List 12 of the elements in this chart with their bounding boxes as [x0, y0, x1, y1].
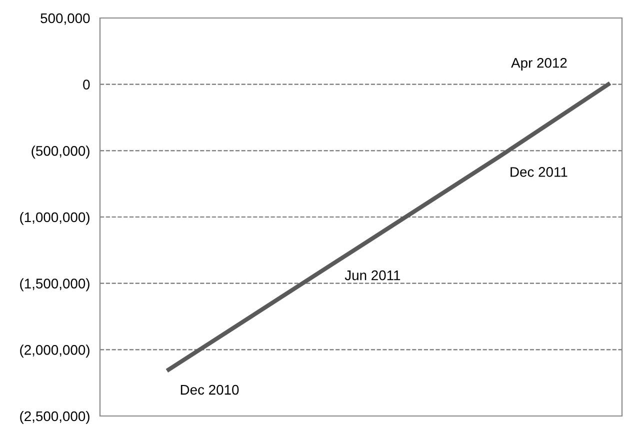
- annotation: Jun 2011: [344, 270, 400, 280]
- line-series: [166, 82, 610, 372]
- y-tick-label: (2,000,000): [20, 344, 90, 358]
- annotation: Dec 2010: [180, 384, 239, 395]
- y-tick-label: 0: [83, 80, 90, 90]
- annotation: Dec 2011: [510, 167, 568, 177]
- y-tick-label: 500,000: [40, 13, 90, 25]
- annotation: Apr 2012: [511, 58, 567, 71]
- y-tick-label: (500,000): [32, 146, 90, 159]
- y-tick-label: (1,000,000): [20, 212, 90, 225]
- y-tick-label: (2,500,000): [20, 410, 90, 424]
- y-tick-label: (1,500,000): [20, 278, 90, 292]
